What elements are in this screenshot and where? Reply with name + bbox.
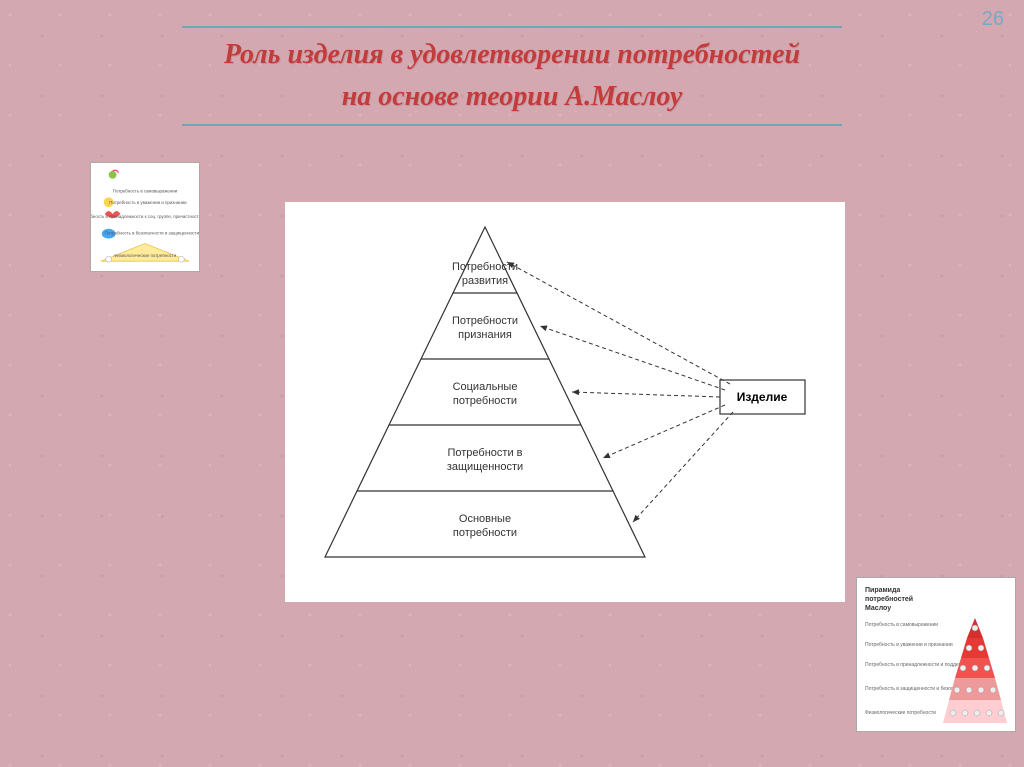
tr-title3: Маслоу [865,605,891,612]
level2-line2: признания [458,329,512,341]
mini-l3: Потребность в принадлежности к соц. груп… [91,214,199,219]
main-diagram: Потребности развития Потребности признан… [285,202,845,602]
level3-line1: Социальные [453,381,518,393]
level4-line2: защищенности [447,461,523,473]
mini-l1: Потребность в самовыражении [113,188,178,193]
arrow-to-level2 [540,326,725,390]
level1-line2: развития [462,275,508,287]
thumb-right: Пирамида потребностей Маслоу Потребность… [856,577,1016,732]
level2-line1: Потребности [452,315,518,327]
main-pyramid-svg: Потребности развития Потребности признан… [285,202,845,602]
mini-l5: Физиологические потребности [114,253,177,258]
level5-line1: Основные [459,513,511,525]
title-line1: Роль изделия в удовлетворении потребност… [40,34,984,76]
mini-l4: Потребность в безопасности и защищенност… [105,231,199,236]
pyramid: Потребности развития Потребности признан… [325,227,645,557]
arrow-to-level1 [507,262,730,384]
level5-line2: потребности [453,527,517,539]
tr-r2: Потребность в уважении и признании [865,642,953,648]
tr-r5: Физиологические потребности [865,710,936,716]
arrow-to-level4 [603,405,725,458]
product-box-label: Изделие [737,390,788,404]
mini-pyramid-icon [109,170,119,179]
arrow-to-level3 [572,392,720,397]
divider-bottom [182,124,843,126]
thumb-left: Потребность в самовыражении Потребность … [90,162,200,272]
slide-number: 26 [982,8,1004,31]
level4-line1: Потребности в [447,447,522,459]
thumb-right-svg: Пирамида потребностей Маслоу Потребность… [857,578,1017,733]
title-line2: на основе теории А.Маслоу [40,76,984,118]
title-area: Роль изделия в удовлетворении потребност… [0,0,1024,142]
content-area: Потребность в самовыражении Потребность … [0,142,1024,742]
tr-title1: Пирамида [865,587,900,594]
level3-line2: потребности [453,395,517,407]
mini-red-pyramid [943,618,1007,723]
mini-l2: Потребность в уважении и признании [109,200,187,205]
tr-title2: потребностей [865,595,913,603]
arrow-to-level5 [633,412,733,522]
tr-r1: Потребность в самовыражении [865,622,938,628]
divider-top [182,26,843,28]
mini-pyramid-left-svg: Потребность в самовыражении Потребность … [91,163,199,271]
